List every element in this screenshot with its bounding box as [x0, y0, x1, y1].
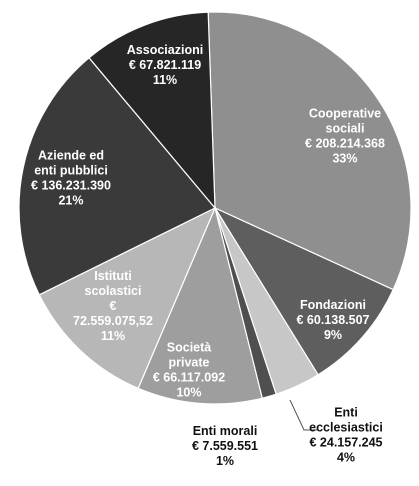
slice-label-line: 10%: [176, 386, 201, 400]
pie-slice: [18, 56, 216, 296]
slice-label-line: € 66.117.092: [153, 371, 225, 385]
slice-label-line: 33%: [332, 152, 357, 166]
pie-slice: [207, 11, 412, 291]
pie-slice: [88, 11, 216, 210]
slice-label-line: 11%: [101, 329, 125, 343]
slice-label-line: sociali: [326, 122, 365, 136]
slice-label-line: 1%: [216, 454, 234, 468]
slice-label: Aziende ed enti pubblici € 136.231.390 21%: [31, 149, 111, 208]
slice-label: Associazioni € 67.821.119 11%: [127, 43, 203, 87]
slice-label-line: Aziende ed: [38, 149, 104, 163]
slice-label: Cooperative sociali € 208.214.368 33%: [305, 107, 385, 166]
slice-label-line: private: [169, 356, 210, 370]
slice-label-line: Fondazioni: [300, 298, 366, 312]
slice-label-line: scolastici: [85, 284, 142, 298]
slice-label-line: 11%: [153, 73, 177, 87]
slice-label-line: Associazioni: [127, 43, 203, 57]
slice-label-line: € 60.138.507: [297, 313, 370, 327]
slice-label-line: €: [110, 299, 117, 313]
leader-line: [289, 399, 318, 431]
slice-label-line: € 7.559.551: [192, 439, 258, 453]
slice-label-line: 4%: [337, 451, 355, 465]
slice-label-line: € 67.821.119: [129, 58, 201, 72]
slice-label-line: Enti morali: [193, 424, 258, 438]
slice-label-line: ecclesiastici: [309, 421, 383, 435]
pie-slice: [213, 206, 394, 376]
slice-label-line: € 136.231.390: [31, 179, 111, 193]
pie-slice: [137, 206, 263, 405]
slice-label: Enti morali € 7.559.551 1%: [192, 424, 258, 468]
slice-label: Enti ecclesiastici € 24.157.245 4%: [309, 406, 383, 465]
slice-label-line: Istituti: [94, 269, 132, 283]
slice-label-line: € 24.157.245: [310, 436, 383, 450]
slice-label-line: 21%: [58, 194, 83, 208]
slice-label-line: 72.559.075,52: [73, 314, 153, 328]
slice-label-line: Società: [167, 341, 212, 355]
slice-label: Società private € 66.117.092 10%: [153, 341, 225, 400]
slice-label-line: € 208.214.368: [305, 137, 385, 151]
slice-label-line: Enti: [334, 406, 358, 420]
slice-label: Fondazioni € 60.138.507 9%: [297, 298, 370, 342]
pie-slice: [38, 206, 217, 390]
slice-label: Istituti scolastici €72.559.075,52 11%: [73, 269, 153, 343]
slice-label-line: enti pubblici: [34, 164, 108, 178]
slice-label-line: 9%: [324, 328, 342, 342]
slice-label-line: Cooperative: [309, 107, 381, 121]
